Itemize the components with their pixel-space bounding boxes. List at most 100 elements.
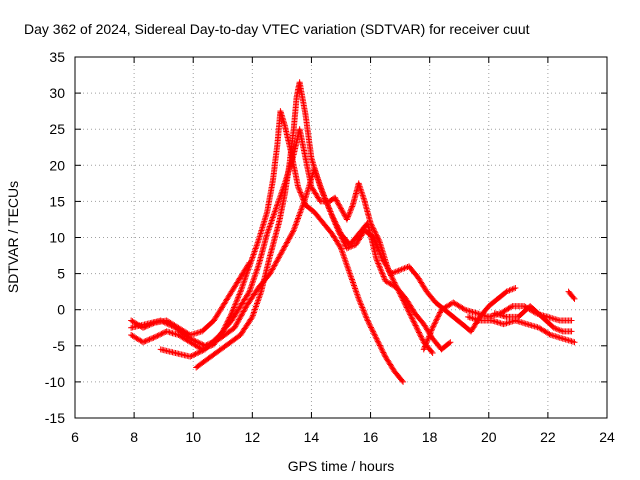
data-point	[343, 216, 350, 223]
data-point-fill	[174, 350, 192, 360]
series-satellite-track-4	[193, 79, 519, 371]
y-tick-label: 30	[49, 85, 65, 101]
data-point-fill	[569, 293, 577, 301]
data-point-fill	[176, 332, 192, 345]
series-satellite-track-2	[128, 108, 407, 385]
data-point-fill	[561, 336, 576, 345]
data-point	[512, 285, 519, 292]
data-point-fill	[194, 354, 213, 370]
data-point-fill	[403, 304, 418, 326]
data-point	[343, 245, 350, 252]
data-point-fill	[276, 192, 288, 225]
y-axis-label: SDTVAR / TECUs	[5, 181, 21, 293]
data-point-fill	[374, 337, 388, 359]
data-point-fill	[505, 285, 517, 294]
data-point-fill	[229, 275, 243, 294]
data-point	[397, 266, 404, 273]
data-point-fill	[389, 267, 402, 276]
data-point-fill	[395, 286, 408, 301]
data-point	[295, 183, 302, 190]
data-point-fill	[267, 250, 285, 276]
series-satellite-track-7	[465, 313, 578, 346]
data-point-fill	[528, 304, 544, 319]
chart-title: Day 362 of 2024, Sidereal Day-to-day VTE…	[24, 21, 530, 37]
data-point-fill	[332, 196, 344, 211]
data-point-fill	[451, 300, 467, 312]
data-point-fill	[309, 185, 323, 204]
data-point	[373, 335, 380, 342]
data-point	[403, 303, 410, 310]
x-tick-label: 24	[599, 429, 615, 445]
data-point	[202, 342, 209, 349]
data-point-fill	[540, 314, 556, 330]
x-tick-label: 20	[481, 429, 497, 445]
x-tick-label: 6	[71, 429, 79, 445]
data-point-fill	[490, 318, 506, 327]
data-point	[571, 339, 578, 346]
x-tick-label: 8	[130, 429, 138, 445]
data-point-fill	[209, 343, 228, 359]
data-point	[447, 339, 454, 346]
x-tick-label: 14	[304, 429, 320, 445]
data-point-fill	[365, 221, 380, 261]
data-point	[568, 328, 575, 335]
data-point-fill	[296, 80, 309, 117]
data-point-fill	[220, 290, 234, 308]
data-point-fill	[286, 127, 297, 167]
data-point-fill	[407, 264, 420, 279]
data-point-fill	[415, 275, 429, 294]
data-point	[429, 324, 436, 331]
data-point-fill	[211, 304, 225, 323]
y-tick-label: -5	[53, 338, 66, 354]
data-point	[420, 346, 427, 353]
x-tick-label: 18	[422, 429, 438, 445]
data-point-fill	[256, 271, 273, 290]
data-point-fill	[232, 304, 249, 330]
data-point	[157, 317, 164, 324]
data-point-fill	[338, 246, 353, 276]
data-point-fill	[203, 336, 222, 349]
data-point-fill	[246, 239, 261, 268]
data-point-fill	[238, 290, 252, 308]
data-point-fill	[282, 163, 292, 196]
data-point	[272, 205, 279, 212]
data-point	[187, 353, 194, 360]
data-point-fill	[188, 347, 207, 359]
data-point-fill	[279, 228, 296, 254]
data-point-fill	[218, 325, 237, 341]
y-tick-label: 0	[57, 302, 65, 318]
data-point	[151, 334, 158, 341]
series-satellite-track-5	[128, 165, 454, 353]
data-point-fill	[312, 210, 326, 225]
data-point-fill	[329, 232, 344, 250]
data-point-fill	[383, 354, 397, 373]
data-point-fill	[311, 167, 326, 196]
data-point-fill	[173, 325, 192, 341]
x-tick-label: 10	[185, 429, 201, 445]
data-point-fill	[229, 290, 243, 315]
plot-area	[128, 79, 578, 385]
data-point-fill	[329, 214, 344, 236]
data-point-fill	[291, 196, 308, 232]
y-tick-label: -15	[45, 410, 65, 426]
data-point	[364, 317, 371, 324]
series-satellite-track-9	[565, 288, 578, 302]
data-point-fill	[362, 199, 374, 225]
data-point-fill	[141, 334, 157, 345]
data-point	[373, 256, 380, 263]
data-point-fill	[495, 289, 509, 301]
data-point-fill	[188, 336, 207, 349]
data-point-fill	[255, 232, 270, 268]
data-point-fill	[353, 228, 367, 247]
data-point-fill	[421, 326, 435, 351]
data-point-fill	[270, 142, 281, 182]
data-point	[503, 288, 510, 295]
data-point-fill	[224, 332, 243, 348]
data-point	[400, 378, 407, 385]
data-point-fill	[516, 304, 533, 319]
data-point-fill	[264, 178, 276, 214]
data-point	[246, 288, 253, 295]
data-point	[246, 263, 253, 270]
data-point-fill	[267, 221, 282, 258]
